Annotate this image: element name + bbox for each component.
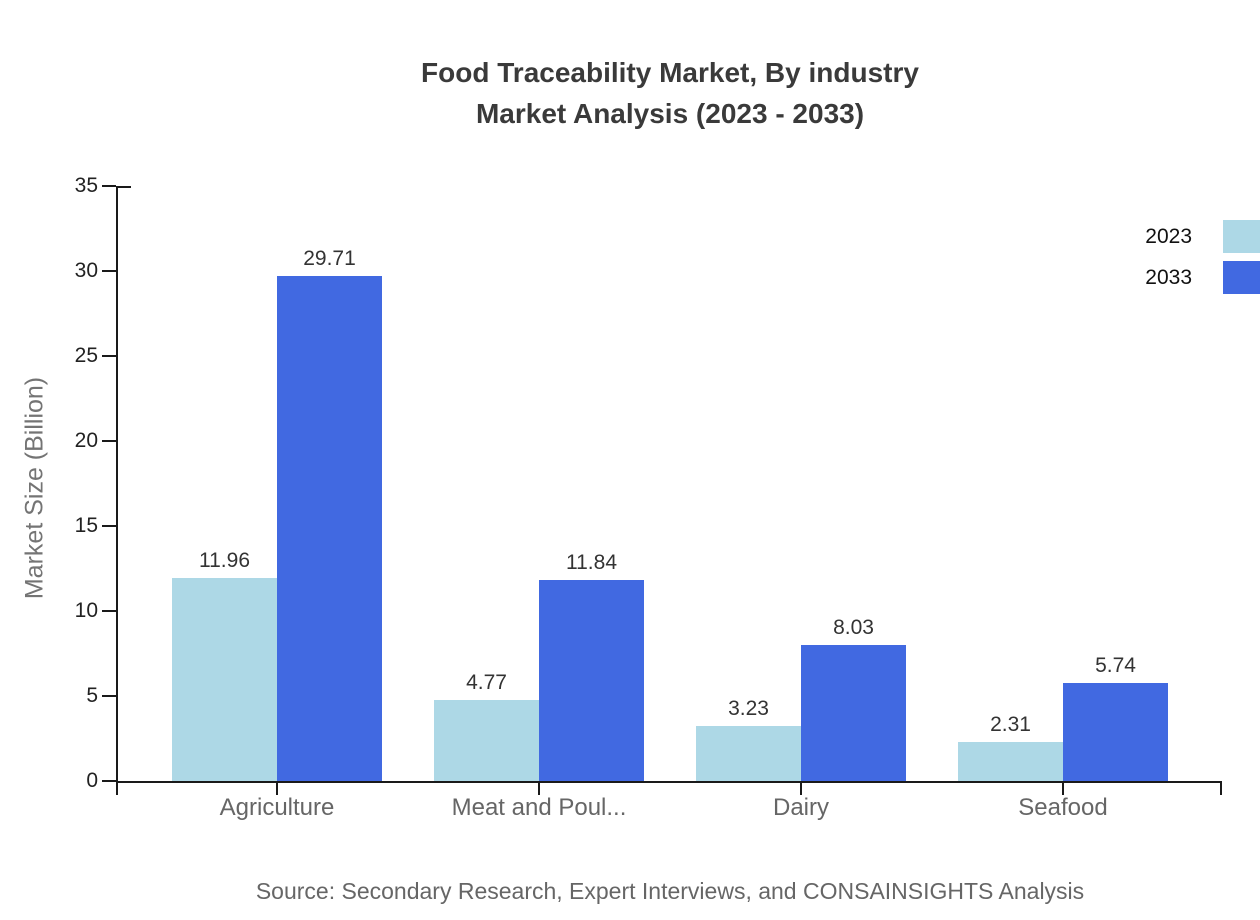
legend-swatch-2033 (1223, 261, 1260, 294)
y-tick-label: 0 (86, 769, 98, 792)
x-axis-origin-tick (116, 783, 118, 795)
y-tick-label: 15 (74, 514, 98, 537)
bar-2033-meat-and-poul- (539, 579, 644, 781)
y-axis-tick (102, 610, 116, 612)
y-tick-label: 25 (74, 344, 98, 367)
y-tick-label: 30 (74, 259, 98, 282)
bar-2023-meat-and-poul- (434, 699, 539, 781)
y-axis-title: Market Size (Billion) (20, 376, 49, 600)
bar-value-label: 5.74 (1095, 654, 1136, 678)
y-tick-label: 10 (74, 599, 98, 622)
legend-item-2033[interactable]: 2033 (1145, 261, 1260, 294)
x-axis-tick (538, 783, 540, 795)
x-axis-tick (1062, 783, 1064, 795)
x-axis-tick (276, 783, 278, 795)
y-tick-label: 35 (74, 174, 98, 197)
x-axis-end-tick (1220, 783, 1222, 795)
legend: 2023 2033 (1145, 220, 1260, 294)
y-axis-tick (102, 185, 116, 187)
legend-swatch-2023 (1223, 220, 1260, 253)
y-tick-label: 5 (86, 684, 98, 707)
plot-area: 0 5 10 15 20 25 30 35 Agriculture 11.96 29.71 Meat … (75, 174, 1222, 821)
legend-label: 2023 (1145, 224, 1192, 248)
y-axis-tick (102, 270, 116, 272)
x-category-label: Meat and Poul... (451, 794, 627, 821)
bar-value-label: 8.03 (833, 615, 874, 639)
legend-item-2023[interactable]: 2023 (1145, 220, 1260, 253)
bar-value-label: 11.96 (199, 548, 250, 572)
bar-2033-agriculture (277, 275, 382, 781)
chart-title-line2: Market Analysis (2023 - 2033) (475, 98, 865, 129)
source-note: Source: Secondary Research, Expert Inter… (255, 878, 1085, 904)
bar-value-label: 29.71 (303, 246, 356, 270)
y-axis-tick (102, 440, 116, 442)
y-tick-label: 20 (74, 429, 98, 452)
x-axis-tick (800, 783, 802, 795)
bar-2023-seafood (958, 741, 1063, 781)
chart-title-line1: Food Traceability Market, By industry (421, 57, 919, 88)
legend-label: 2033 (1145, 265, 1192, 289)
y-axis-top-cap (118, 186, 131, 188)
bar-2023-dairy (696, 726, 801, 781)
y-axis-tick (102, 780, 116, 782)
bar-2033-dairy (801, 644, 906, 781)
bar-2033-seafood (1063, 683, 1168, 781)
bar-value-label: 2.31 (990, 712, 1031, 736)
y-axis-tick (102, 355, 116, 357)
y-axis-tick (102, 695, 116, 697)
chart-title: Food Traceability Market, By industry Ma… (90, 52, 1250, 134)
y-axis-tick (102, 525, 116, 527)
bar-value-label: 11.84 (566, 550, 617, 574)
bar-value-label: 3.23 (728, 697, 769, 721)
x-category-label: Seafood (1018, 794, 1108, 821)
x-category-label: Agriculture (219, 794, 335, 821)
bar-2023-agriculture (172, 577, 277, 781)
x-category-label: Dairy (772, 794, 829, 821)
bar-value-label: 4.77 (466, 670, 507, 694)
